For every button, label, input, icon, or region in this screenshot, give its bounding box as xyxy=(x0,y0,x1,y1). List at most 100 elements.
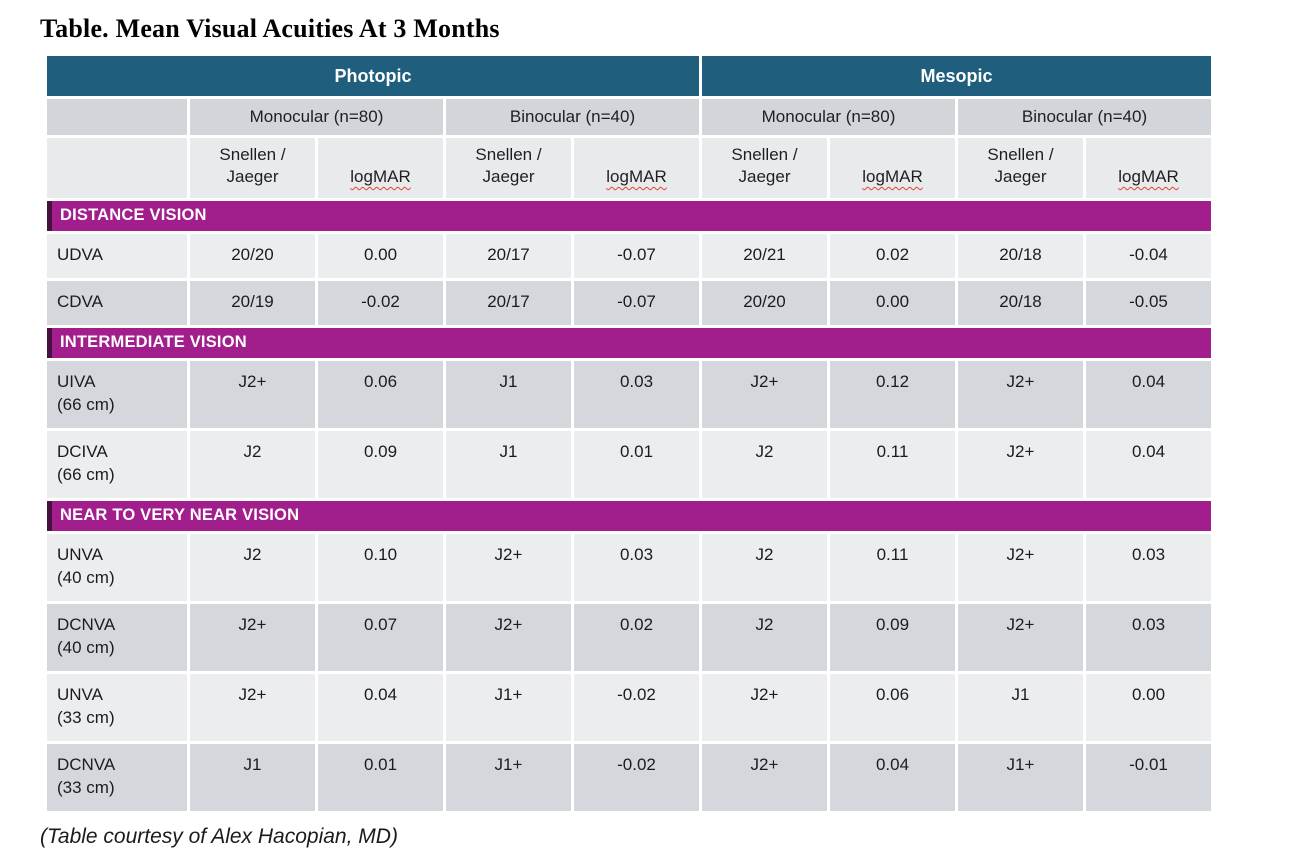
value-cell: 0.03 xyxy=(574,361,699,428)
header-snellen-jaeger: Snellen / Jaeger xyxy=(446,138,571,198)
header-logmar: logMAR xyxy=(318,138,443,198)
value-cell: 0.00 xyxy=(830,281,955,325)
value-cell: 20/19 xyxy=(190,281,315,325)
table-row: UDVA 20/20 0.00 20/17 -0.07 20/21 0.02 20/18 -0.… xyxy=(47,234,1211,278)
value-cell: J2+ xyxy=(702,361,827,428)
table-body: DISTANCE VISION UDVA 20/20 0.00 20/17 -0.07 20… xyxy=(47,201,1211,811)
header-snellen-jaeger: Snellen / Jaeger xyxy=(702,138,827,198)
table-row: UNVA (33 cm) J2+ 0.04 J1+ -0.02 J2+ 0.06 J1 0.00 xyxy=(47,674,1211,741)
header-photopic-monocular: Monocular (n=80) xyxy=(190,99,443,135)
value-cell: 0.01 xyxy=(318,744,443,811)
value-cell: 0.03 xyxy=(1086,534,1211,601)
corner-cell xyxy=(47,138,187,198)
visual-acuities-table: Photopic Mesopic Monocular (n=80) Binocu… xyxy=(44,53,1214,814)
table-row: UNVA (40 cm) J2 0.10 J2+ 0.03 J2 0.11 J2+ 0.03 xyxy=(47,534,1211,601)
value-cell: 0.03 xyxy=(574,534,699,601)
value-cell: 0.09 xyxy=(318,431,443,498)
snellen-jaeger-label: Snellen / Jaeger xyxy=(475,145,542,186)
value-cell: 0.04 xyxy=(830,744,955,811)
snellen-jaeger-label: Snellen / Jaeger xyxy=(987,145,1054,186)
measure-header-row: Snellen / Jaeger logMAR Snellen / Jaeger… xyxy=(47,138,1211,198)
section-title: INTERMEDIATE VISION xyxy=(47,328,1211,358)
condition-header-row: Photopic Mesopic xyxy=(47,56,1211,96)
value-cell: J1+ xyxy=(446,744,571,811)
header-logmar: logMAR xyxy=(830,138,955,198)
row-label: UNVA (33 cm) xyxy=(47,674,187,741)
value-cell: 0.10 xyxy=(318,534,443,601)
value-cell: J1 xyxy=(958,674,1083,741)
value-cell: 20/20 xyxy=(190,234,315,278)
value-cell: -0.02 xyxy=(574,674,699,741)
corner-cell xyxy=(47,99,187,135)
value-cell: 0.11 xyxy=(830,431,955,498)
value-cell: 0.02 xyxy=(830,234,955,278)
value-cell: 0.06 xyxy=(830,674,955,741)
table-row: UIVA (66 cm) J2+ 0.06 J1 0.03 J2+ 0.12 J2+ 0.04 xyxy=(47,361,1211,428)
table-row: DCIVA (66 cm) J2 0.09 J1 0.01 J2 0.11 J2+ 0.04 xyxy=(47,431,1211,498)
value-cell: J2+ xyxy=(190,361,315,428)
value-cell: -0.02 xyxy=(574,744,699,811)
header-snellen-jaeger: Snellen / Jaeger xyxy=(958,138,1083,198)
table-row: DCNVA (33 cm) J1 0.01 J1+ -0.02 J2+ 0.04 J1+ -0.… xyxy=(47,744,1211,811)
value-cell: 0.04 xyxy=(1086,431,1211,498)
value-cell: 0.06 xyxy=(318,361,443,428)
header-logmar: logMAR xyxy=(1086,138,1211,198)
value-cell: 0.00 xyxy=(1086,674,1211,741)
value-cell: 20/21 xyxy=(702,234,827,278)
value-cell: 0.11 xyxy=(830,534,955,601)
value-cell: J2+ xyxy=(958,431,1083,498)
section-header-row: DISTANCE VISION xyxy=(47,201,1211,231)
group-header-row: Monocular (n=80) Binocular (n=40) Monocu… xyxy=(47,99,1211,135)
value-cell: 20/17 xyxy=(446,281,571,325)
value-cell: J2+ xyxy=(958,534,1083,601)
row-label: DCNVA (40 cm) xyxy=(47,604,187,671)
table-courtesy-note: (Table courtesy of Alex Hacopian, MD) xyxy=(40,825,398,848)
value-cell: J2+ xyxy=(958,604,1083,671)
value-cell: J1 xyxy=(190,744,315,811)
value-cell: J2+ xyxy=(190,674,315,741)
value-cell: J2+ xyxy=(446,604,571,671)
header-photopic-binocular: Binocular (n=40) xyxy=(446,99,699,135)
logmar-label: logMAR xyxy=(862,167,923,186)
value-cell: J2 xyxy=(702,534,827,601)
value-cell: 0.00 xyxy=(318,234,443,278)
snellen-jaeger-label: Snellen / Jaeger xyxy=(219,145,286,186)
value-cell: 0.09 xyxy=(830,604,955,671)
value-cell: 20/17 xyxy=(446,234,571,278)
header-mesopic: Mesopic xyxy=(702,56,1211,96)
value-cell: -0.01 xyxy=(1086,744,1211,811)
value-cell: J2 xyxy=(702,431,827,498)
row-label: DCIVA (66 cm) xyxy=(47,431,187,498)
logmar-label: logMAR xyxy=(1118,167,1179,186)
row-label: CDVA xyxy=(47,281,187,325)
value-cell: J1+ xyxy=(958,744,1083,811)
value-cell: -0.04 xyxy=(1086,234,1211,278)
value-cell: -0.05 xyxy=(1086,281,1211,325)
value-cell: -0.02 xyxy=(318,281,443,325)
value-cell: J2 xyxy=(190,534,315,601)
value-cell: J2+ xyxy=(190,604,315,671)
value-cell: 20/18 xyxy=(958,234,1083,278)
section-header-row: NEAR TO VERY NEAR VISION xyxy=(47,501,1211,531)
value-cell: 0.07 xyxy=(318,604,443,671)
section-title: DISTANCE VISION xyxy=(47,201,1211,231)
value-cell: 0.12 xyxy=(830,361,955,428)
value-cell: 20/18 xyxy=(958,281,1083,325)
table-row: CDVA 20/19 -0.02 20/17 -0.07 20/20 0.00 20/18 -0… xyxy=(47,281,1211,325)
page-title: Table. Mean Visual Acuities At 3 Months xyxy=(40,14,500,43)
value-cell: 0.02 xyxy=(574,604,699,671)
value-cell: 0.04 xyxy=(1086,361,1211,428)
value-cell: 0.03 xyxy=(1086,604,1211,671)
value-cell: J2+ xyxy=(702,674,827,741)
value-cell: 20/20 xyxy=(702,281,827,325)
value-cell: 0.01 xyxy=(574,431,699,498)
value-cell: J2+ xyxy=(702,744,827,811)
header-logmar: logMAR xyxy=(574,138,699,198)
value-cell: J1 xyxy=(446,361,571,428)
row-label: UNVA (40 cm) xyxy=(47,534,187,601)
table-row: DCNVA (40 cm) J2+ 0.07 J2+ 0.02 J2 0.09 J2+ 0.03 xyxy=(47,604,1211,671)
row-label: DCNVA (33 cm) xyxy=(47,744,187,811)
value-cell: J2 xyxy=(702,604,827,671)
value-cell: J1 xyxy=(446,431,571,498)
row-label: UIVA (66 cm) xyxy=(47,361,187,428)
